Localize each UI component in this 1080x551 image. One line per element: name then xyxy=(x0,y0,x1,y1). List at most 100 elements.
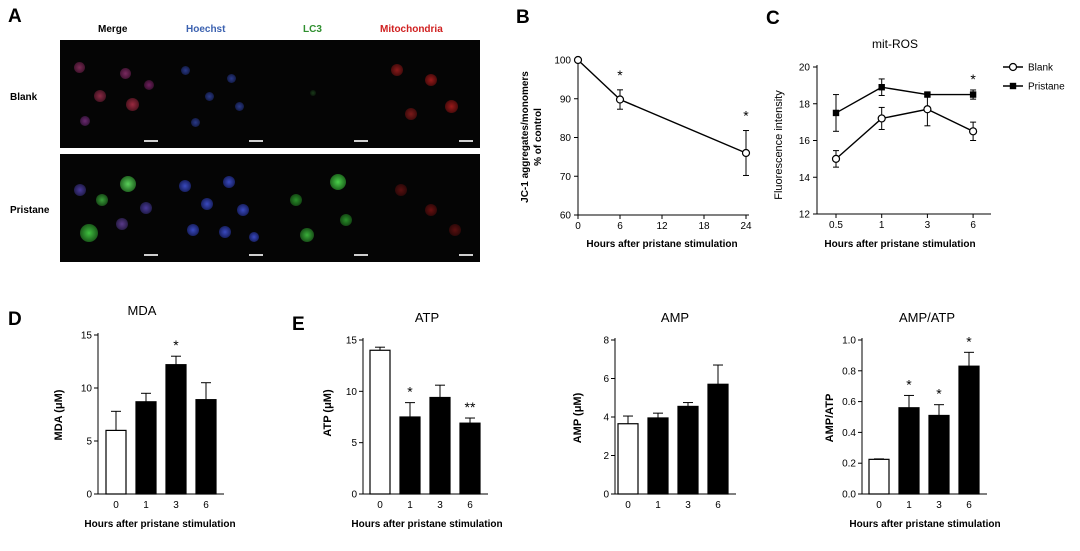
tile-hoechst-pristane xyxy=(165,154,269,262)
b-y-tick-label: 70 xyxy=(560,172,572,183)
cell xyxy=(425,204,437,216)
cell xyxy=(223,176,235,188)
c-legend-label-pristane: Pristane xyxy=(1028,82,1065,93)
b-series-line xyxy=(577,59,747,154)
b-y-tick-label: 90 xyxy=(560,94,572,105)
e1-y-tick-label: 0 xyxy=(351,490,357,501)
c-y-tick-label: 16 xyxy=(799,136,811,147)
e2-x-tick-label: 1 xyxy=(655,500,661,511)
scale-bar xyxy=(249,140,263,142)
cell xyxy=(391,64,403,76)
b-y-tick-label: 80 xyxy=(560,133,572,144)
cell xyxy=(425,74,437,86)
cell xyxy=(74,62,85,73)
e2-bar xyxy=(707,383,729,495)
cell xyxy=(395,184,407,196)
cell xyxy=(126,98,139,111)
d-x-tick-label: 0 xyxy=(113,500,119,511)
c-x-tick-label: 1 xyxy=(879,220,885,231)
e1-significance-star: * xyxy=(407,384,413,400)
c-data-point-pristane xyxy=(878,84,885,91)
tile-mito-blank xyxy=(375,40,480,148)
d-y-tick-label: 5 xyxy=(86,437,92,448)
cell xyxy=(290,194,302,206)
e3-significance-star: * xyxy=(936,386,942,402)
e3-significance-star: * xyxy=(966,333,972,349)
d-x-tick-label: 1 xyxy=(143,500,149,511)
e1-x-tick-label: 0 xyxy=(377,500,383,511)
b-x-tick-label: 12 xyxy=(656,221,668,232)
c-y-tick-label: 20 xyxy=(799,63,811,74)
e2-title: AMP xyxy=(661,310,689,325)
e3-x-tick-label: 1 xyxy=(906,500,912,511)
e3-y-tick-label: 0.8 xyxy=(842,366,856,377)
e3-bar xyxy=(958,365,980,495)
scale-bar xyxy=(459,140,473,142)
cell xyxy=(235,102,244,111)
cell xyxy=(227,74,236,83)
c-data-point-pristane xyxy=(924,91,931,98)
d-y-tick-label: 15 xyxy=(81,331,93,342)
e3-bar xyxy=(868,458,890,495)
b-data-point xyxy=(615,95,625,104)
cell xyxy=(96,194,108,206)
channel-label-mitochondria: Mitochondria xyxy=(380,24,443,35)
cell xyxy=(191,118,200,127)
b-y-tick-label: 60 xyxy=(560,211,572,222)
e2-y-tick-label: 4 xyxy=(603,413,609,424)
c-x-tick-label: 3 xyxy=(925,220,931,231)
e3-y-tick-label: 0.4 xyxy=(842,428,856,439)
e3-bar xyxy=(928,414,950,495)
c-x-tick-label: 0.5 xyxy=(829,220,843,231)
e2-bar xyxy=(677,405,699,495)
b-data-point xyxy=(741,148,751,158)
d-bar xyxy=(105,429,127,495)
c-legend-marker xyxy=(1008,62,1018,72)
e3-title: AMP/ATP xyxy=(899,310,955,325)
e2-bar xyxy=(617,423,639,495)
e3-x-tick-label: 0 xyxy=(876,500,882,511)
micrograph-row-blank xyxy=(60,40,480,148)
e1-x-tick-label: 3 xyxy=(437,500,443,511)
panel-a-label: A xyxy=(8,6,22,27)
c-data-point-blank xyxy=(831,154,841,163)
panel-e1-label: E xyxy=(292,314,305,335)
cell xyxy=(405,108,417,120)
scale-bar xyxy=(144,254,158,256)
scale-bar xyxy=(459,254,473,256)
tile-merge-pristane xyxy=(60,154,164,262)
cell xyxy=(300,228,314,242)
e1-bar xyxy=(459,422,481,495)
e2-y-tick-label: 6 xyxy=(603,374,609,385)
panel-b-label: B xyxy=(516,7,530,28)
c-y-tick-label: 14 xyxy=(799,173,811,184)
c-y-tick-label: 12 xyxy=(799,210,811,221)
scale-bar xyxy=(144,140,158,142)
d-y-axis-label: MDA (μM) xyxy=(53,389,65,440)
e3-x-tick-label: 3 xyxy=(936,500,942,511)
e3-y-tick-label: 1.0 xyxy=(842,336,856,347)
row-label-blank: Blank xyxy=(10,92,38,103)
e3-x-axis-label: Hours after pristane stimulation xyxy=(849,519,1000,530)
e3-y-tick-label: 0.0 xyxy=(842,490,856,501)
e1-x-tick-label: 6 xyxy=(467,500,473,511)
c-data-point-pristane xyxy=(969,91,977,98)
e1-bar xyxy=(369,349,391,495)
e2-x-tick-label: 3 xyxy=(685,500,691,511)
b-y-axis-label-line1: JC-1 aggregates/monomers xyxy=(520,71,531,203)
d-x-tick-label: 3 xyxy=(173,500,179,511)
cell xyxy=(201,198,213,210)
d-y-tick-label: 10 xyxy=(81,384,93,395)
cell xyxy=(120,68,131,79)
tile-lc3-pristane xyxy=(270,154,374,262)
d-significance-star: * xyxy=(173,337,179,353)
b-x-tick-label: 24 xyxy=(740,221,752,232)
e2-y-axis-label: AMP (μM) xyxy=(572,392,584,443)
channel-label-merge: Merge xyxy=(98,24,128,35)
e1-y-tick-label: 10 xyxy=(346,387,358,398)
b-y-axis-label-line2: % of control xyxy=(533,108,544,166)
e3-y-tick-label: 0.6 xyxy=(842,397,856,408)
c-x-tick-label: 6 xyxy=(970,220,976,231)
e1-bar xyxy=(429,396,451,495)
c-y-tick-label: 18 xyxy=(799,99,811,110)
